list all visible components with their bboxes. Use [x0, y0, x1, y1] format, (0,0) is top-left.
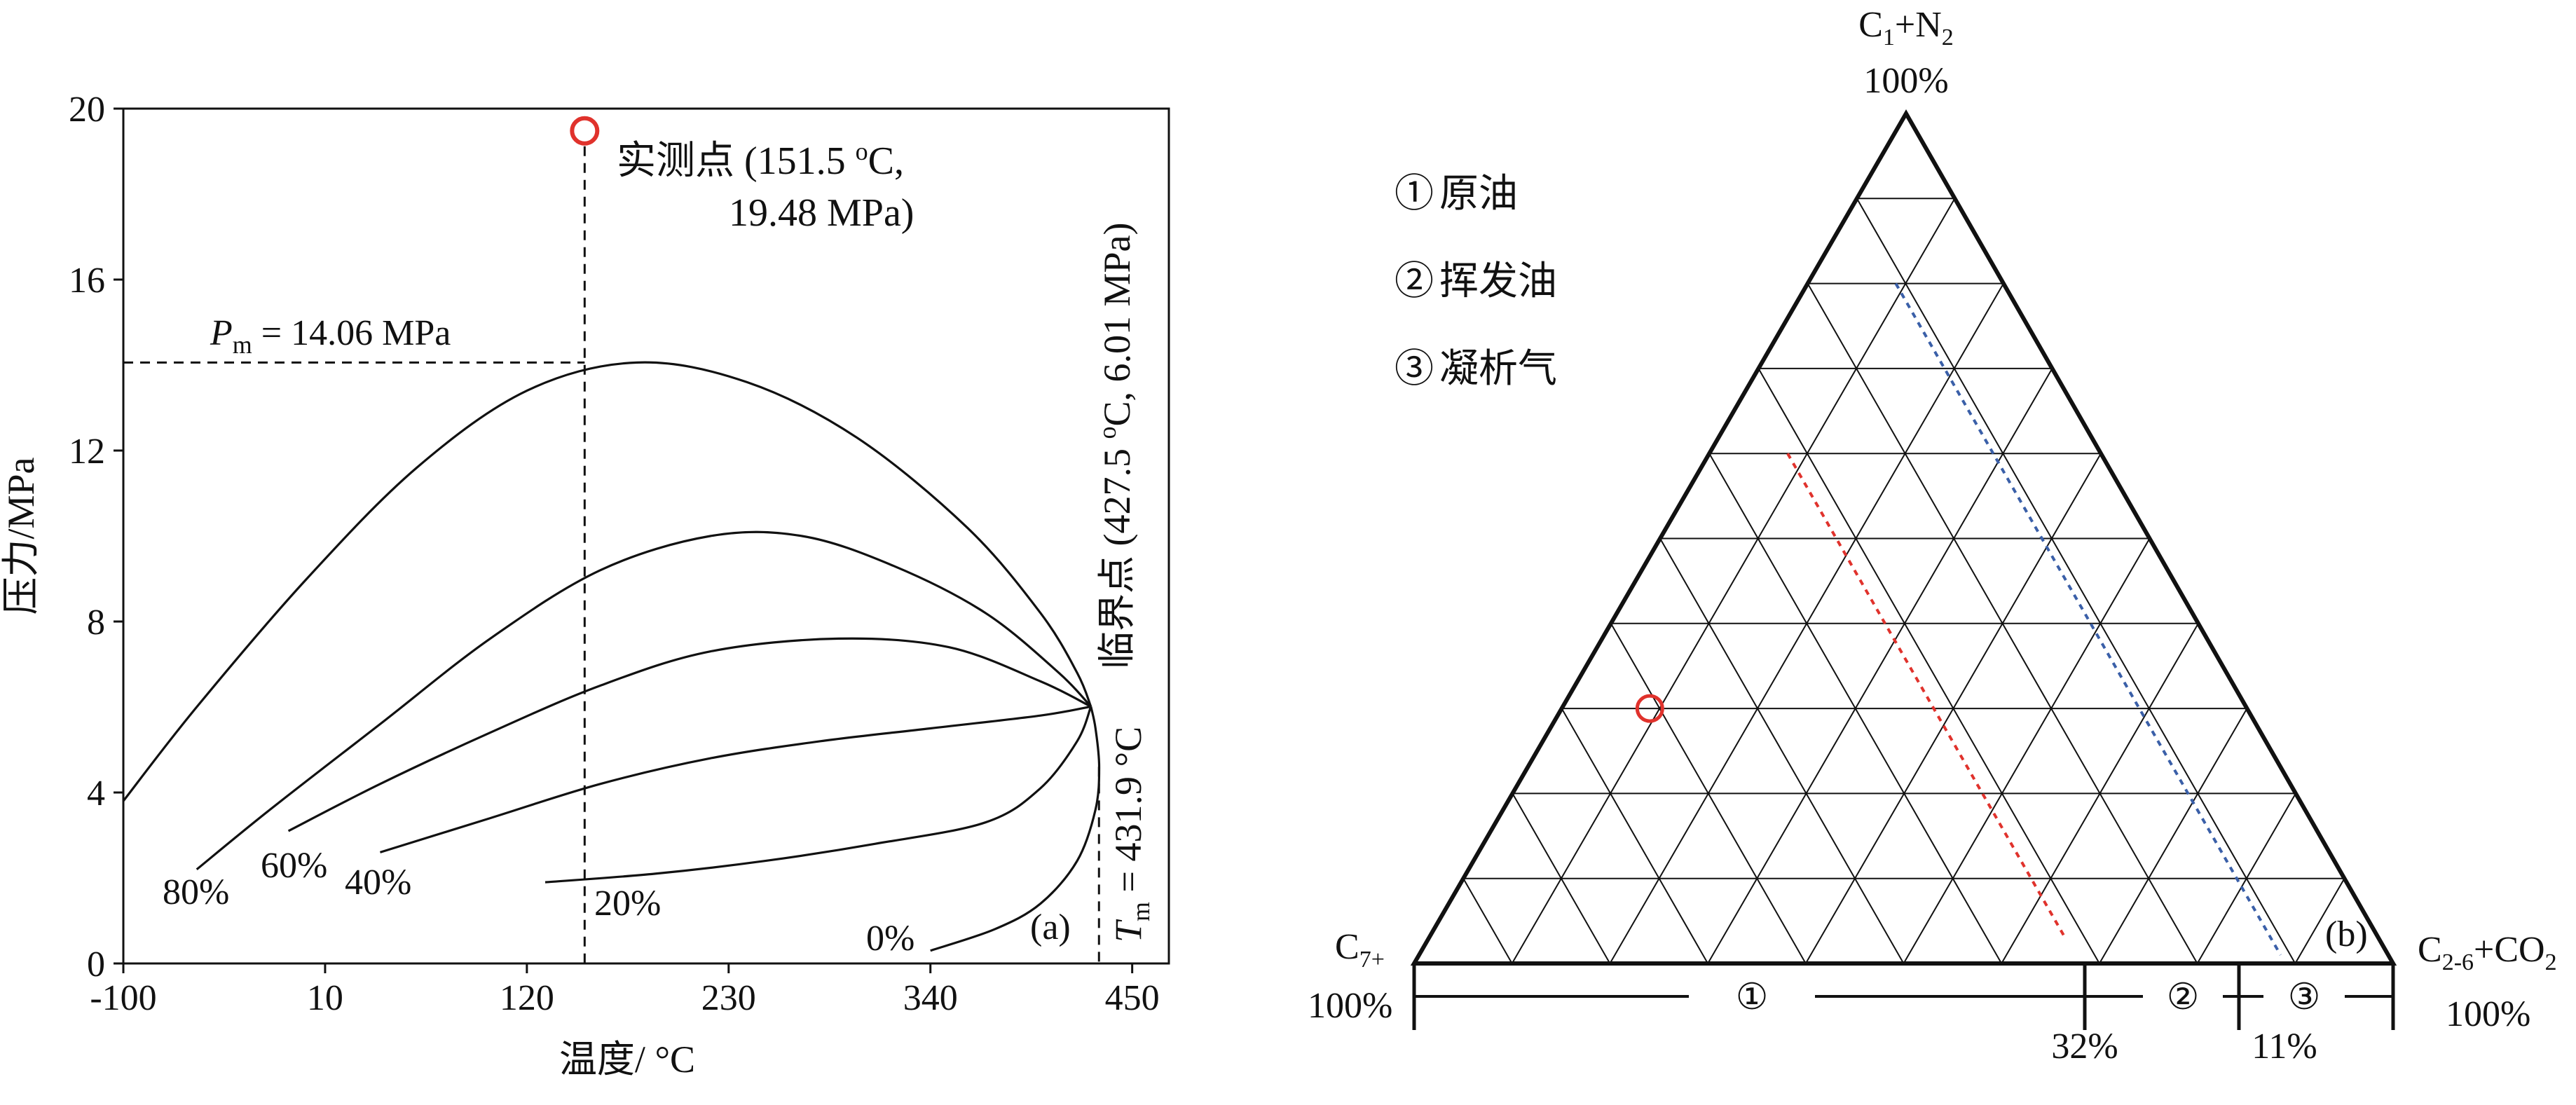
ternary-grid — [1462, 198, 2345, 964]
grid-line — [1462, 878, 1513, 964]
y-tick-label: 12 — [69, 432, 105, 472]
grid-line — [1561, 708, 1708, 964]
ternary-triangle-outline — [1410, 109, 2397, 966]
grid-line — [1610, 623, 1807, 964]
pm-label: Pm = 14.06 MPa — [210, 313, 451, 359]
grid-line — [1511, 198, 1956, 964]
measured-point-marker — [570, 116, 600, 146]
y-tick-label: 0 — [87, 945, 105, 984]
region-label-2: ② — [2167, 977, 2200, 1017]
region-label-1: ① — [1736, 977, 1769, 1017]
panel-b-label: (b) — [2325, 914, 2368, 954]
envelope-curve-0 — [930, 706, 1101, 952]
x-tick-label: 10 — [307, 978, 343, 1018]
curve-label-40: 40% — [345, 863, 411, 902]
tm-label: Tm = 431.9 °C — [1107, 727, 1155, 942]
x-tick-label: -100 — [90, 978, 156, 1018]
curve-label-0: 0% — [866, 919, 914, 959]
boundary-label-11: 11% — [2252, 1027, 2317, 1066]
x-tick-label: 230 — [701, 978, 756, 1018]
panel-b: ① 原油 ② 挥发油 ③ 凝析气 C1+N2 100% C7+ 100% C2-6+C… — [1308, 5, 2557, 1066]
curve-label-80: 80% — [163, 872, 229, 912]
panel-a-y-axis-label: 压力/MPa — [0, 457, 42, 615]
critical-point-label: 临界点 (427.5 oC, 6.01 MPa) — [1093, 223, 1138, 670]
right-vertex-percent: 100% — [2446, 994, 2530, 1034]
phase-envelope-curves — [122, 361, 1101, 952]
panel-a: 0 4 8 12 16 20 -100 10 120 230 340 450 压力/MPa 温度/ … — [0, 90, 1170, 1080]
legend-item-volatile-oil: ② 挥发油 — [1395, 260, 1557, 303]
x-tick-label: 340 — [903, 978, 958, 1018]
boundary-label-32: 32% — [2051, 1027, 2118, 1066]
envelope-curve-5 — [122, 361, 1092, 802]
envelope-curve-1 — [544, 706, 1092, 884]
grid-line — [1659, 538, 1905, 964]
grid-line — [2294, 878, 2345, 964]
grid-line — [1707, 368, 2053, 964]
x-tick-label: 450 — [1105, 978, 1160, 1018]
boundary-line-crude-volatile — [1786, 453, 2067, 939]
curve-label-60: 60% — [261, 846, 327, 886]
boundary-line-volatile-condensate — [1894, 282, 2282, 956]
left-vertex-label: C7+ — [1335, 927, 1385, 973]
grid-line — [2099, 708, 2248, 964]
grid-line — [1512, 792, 1611, 964]
measured-point-label-line2: 19.48 MPa) — [729, 191, 914, 235]
envelope-curve-2 — [379, 705, 1092, 853]
grid-line — [1903, 537, 2151, 964]
grid-line — [1856, 198, 2296, 964]
grid-line — [1758, 368, 2100, 964]
y-tick-label: 4 — [87, 774, 105, 814]
envelope-curve-4 — [196, 530, 1092, 871]
left-vertex-percent: 100% — [1308, 986, 1392, 1026]
top-vertex-label: C1+N2 — [1858, 5, 1954, 50]
top-vertex-percent: 100% — [1863, 61, 1948, 101]
sample-point-marker — [1635, 694, 1664, 723]
grid-line — [2001, 623, 2199, 964]
panel-a-y-axis: 0 4 8 12 16 20 — [69, 90, 123, 984]
classification-range-bar — [1412, 966, 2395, 1030]
legend-item-crude-oil: ① 原油 — [1395, 172, 1518, 216]
y-tick-label: 8 — [87, 603, 105, 643]
right-vertex-label: C2-6+CO2 — [2418, 930, 2557, 975]
panel-a-x-axis: -100 10 120 230 340 450 — [90, 963, 1160, 1018]
grid-line — [2196, 792, 2296, 964]
legend: ① 原油 ② 挥发油 ③ 凝析气 — [1395, 172, 1557, 391]
y-tick-label: 20 — [69, 90, 105, 130]
curve-label-20: 20% — [594, 884, 661, 924]
measured-point-label-line1: 实测点 (151.5 oC, — [617, 137, 904, 183]
legend-item-condensate-gas: ③ 凝析气 — [1395, 348, 1557, 391]
panel-a-plot-frame — [122, 107, 1170, 965]
panel-a-label: (a) — [1030, 907, 1071, 947]
y-tick-label: 16 — [69, 261, 105, 301]
panel-a-x-axis-label: 温度/ °C — [559, 1038, 695, 1080]
envelope-curve-3 — [287, 637, 1092, 832]
region-label-3: ③ — [2288, 977, 2321, 1017]
x-tick-label: 120 — [500, 978, 554, 1018]
